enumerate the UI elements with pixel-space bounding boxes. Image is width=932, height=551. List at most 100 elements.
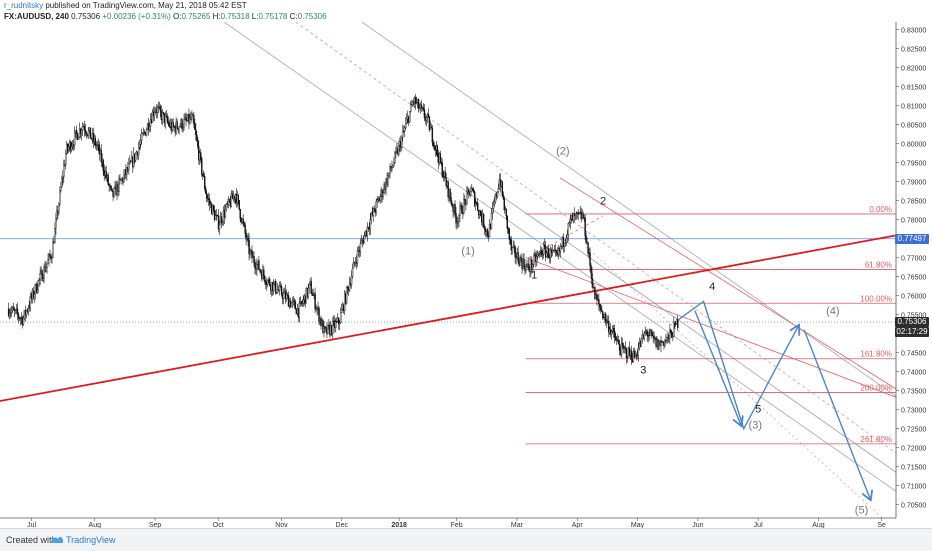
close-label: C:: [289, 12, 298, 21]
candle-body: [316, 308, 318, 310]
candle-body: [251, 250, 253, 259]
candle-body: [203, 175, 205, 177]
plot-area[interactable]: [0, 22, 896, 518]
candle-body: [432, 142, 435, 147]
candle-body: [482, 214, 485, 228]
candle-body: [182, 127, 184, 130]
candle-body: [172, 122, 174, 127]
open-label: O:: [173, 12, 182, 21]
candle-body: [653, 335, 655, 339]
candle-body: [497, 188, 500, 193]
fib-level-label-2: 100.00%: [860, 294, 892, 303]
y-tick-label-23: 0.71500: [901, 465, 926, 472]
candle-body: [490, 212, 493, 229]
candle-body: [625, 348, 628, 359]
y-tick-label-22: 0.72000: [901, 446, 926, 453]
candle-body: [118, 178, 120, 192]
y-tick-label-4: 0.81000: [901, 104, 926, 111]
candle-body: [123, 174, 125, 182]
candle-body: [201, 158, 203, 174]
candle-body: [148, 126, 151, 131]
candle-body: [501, 181, 504, 195]
candle-body: [159, 106, 162, 112]
candle-body: [151, 111, 154, 123]
candle-body: [488, 224, 491, 238]
candle-body: [664, 340, 666, 346]
y-tick-label-5: 0.80500: [901, 123, 926, 130]
wave-label-2: 2: [600, 195, 606, 207]
candle-body: [94, 137, 97, 146]
price-chart[interactable]: 0.00% 61.80% 100.00% 161.80% 200.00% 261.80% (…: [0, 0, 932, 528]
candle-body: [502, 194, 505, 199]
candle-body: [47, 259, 49, 265]
candle-body: [269, 279, 271, 286]
candle-body: [569, 219, 572, 223]
candle-body: [274, 281, 277, 293]
candle-body: [633, 351, 636, 358]
candle-body: [506, 215, 508, 229]
y-tick-label-8: 0.79000: [901, 180, 926, 187]
candle-body: [458, 215, 460, 223]
candle-body: [598, 299, 600, 305]
channel-lower-outer: [223, 22, 896, 492]
candle-body: [651, 332, 653, 336]
candle-body: [207, 198, 210, 200]
candle-body: [496, 191, 499, 197]
candle-body: [16, 308, 19, 315]
candle-body: [536, 256, 538, 262]
candle-body: [563, 243, 566, 247]
candle-body: [646, 330, 648, 336]
x-tick-label-10: May: [631, 522, 645, 528]
candle-body: [509, 238, 511, 240]
tradingview-brand[interactable]: TradingView: [66, 535, 116, 545]
candle-body: [492, 204, 495, 209]
candle-body: [601, 310, 603, 312]
channel-median-dashed: [295, 22, 896, 454]
candle-body: [113, 187, 115, 197]
candle-body: [428, 116, 431, 130]
candle-body: [562, 237, 565, 247]
price-change: +0.00236 (+0.31%): [102, 12, 171, 21]
candle-body: [548, 257, 551, 259]
candle-body: [149, 119, 152, 128]
candle-body: [228, 198, 231, 202]
candle-body: [475, 203, 477, 206]
candle-body: [462, 212, 464, 214]
candle-body: [166, 116, 168, 122]
candle-body: [69, 141, 72, 151]
publisher-username[interactable]: r_rudnitsky: [4, 1, 44, 10]
candle-body: [110, 185, 112, 189]
candle-body: [300, 301, 302, 304]
candle-body: [603, 317, 605, 319]
candle-body: [17, 314, 20, 318]
y-tick-label-6: 0.80000: [901, 142, 926, 149]
candle-body: [602, 311, 604, 319]
y-tick-label-9: 0.78500: [901, 199, 926, 206]
candle-body: [217, 215, 220, 230]
candle-body: [323, 326, 325, 334]
candle-body: [517, 252, 519, 262]
candle-body: [543, 244, 545, 255]
candle-body: [620, 342, 623, 355]
candle-body: [417, 99, 420, 109]
candle-body: [401, 137, 403, 148]
candle-body: [70, 146, 73, 151]
candle-body: [568, 222, 571, 224]
axes-layer: 0.83000 0.82500 0.82000 0.81500 0.81000 0.805…: [0, 22, 926, 528]
candle-body: [618, 343, 621, 351]
y-tick-label-20: 0.73000: [901, 408, 926, 415]
candle-body: [64, 164, 66, 166]
wave-label-5: 4: [709, 281, 715, 293]
candle-body: [259, 269, 261, 271]
candle-body: [594, 287, 596, 300]
candle-body: [513, 245, 515, 248]
fib-level-label-0: 0.00%: [869, 205, 892, 214]
candle-body: [224, 209, 227, 218]
candle-body: [253, 255, 255, 264]
candle-body: [616, 339, 619, 341]
candle-body: [624, 347, 627, 349]
candle-body: [263, 269, 265, 277]
candle-body: [84, 129, 87, 133]
candle-body: [403, 130, 405, 132]
candle-body: [519, 256, 521, 266]
